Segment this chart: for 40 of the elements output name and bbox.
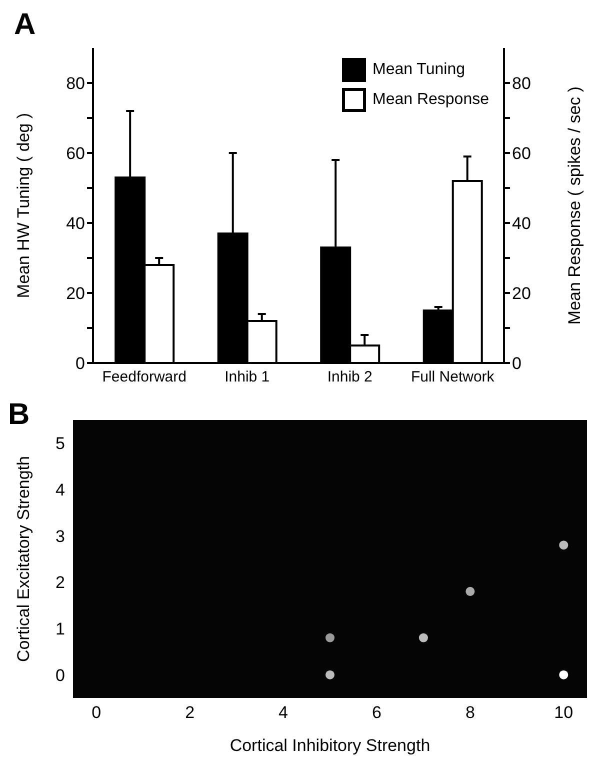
y-tick-label: 80: [66, 74, 85, 94]
x-tick-label: 8: [465, 703, 475, 722]
y2-tick-label: 0: [512, 354, 522, 374]
y2-tick-label: 80: [512, 74, 531, 94]
y-tick-label: 60: [66, 144, 85, 164]
y2-tick-label: 60: [512, 144, 531, 164]
chart-title: A: [14, 8, 36, 42]
y-tick-label: 3: [56, 526, 65, 546]
point: [559, 540, 568, 550]
y-axis-title: Mean HW Tuning ( deg ): [14, 112, 34, 298]
legend-label: Mean Tuning: [372, 61, 465, 79]
point: [325, 633, 335, 642]
y-tick-label: 4: [56, 480, 65, 500]
y-tick-label: 40: [66, 214, 85, 234]
chart-title: B: [8, 398, 30, 432]
point: [466, 586, 475, 596]
y-tick-label: 0: [76, 354, 85, 374]
point: [325, 670, 335, 680]
y-tick-label: 2: [56, 573, 65, 592]
point: [418, 633, 428, 642]
x-tick-label: Full Network: [410, 368, 495, 386]
x-tick-label: Inhib 2: [327, 368, 372, 386]
point: [559, 670, 568, 680]
y2-axis-title: Mean Response ( spikes / sec ): [565, 86, 584, 325]
x-axis-title: Cortical Inhibitory Strength: [230, 736, 430, 755]
x-tick-label: 4: [278, 703, 288, 722]
y-tick-label: 20: [66, 284, 85, 304]
y-tick-label: 0: [56, 666, 65, 685]
y-tick-label: 1: [56, 620, 65, 639]
legend-label: Mean Response: [372, 91, 489, 109]
x-tick-label: Inhib 1: [224, 368, 270, 386]
x-tick-label: 0: [92, 703, 102, 722]
x-tick-label: Feedforward: [102, 368, 186, 386]
x-tick-label: 10: [554, 703, 574, 722]
y-tick-label: 5: [56, 434, 65, 454]
x-tick-label: 6: [372, 703, 382, 722]
x-tick-label: 2: [185, 703, 195, 722]
y2-tick-label: 40: [512, 214, 531, 234]
y2-tick-label: 20: [512, 284, 531, 304]
y-axis-title: Cortical Excitatory Strength: [14, 456, 34, 662]
